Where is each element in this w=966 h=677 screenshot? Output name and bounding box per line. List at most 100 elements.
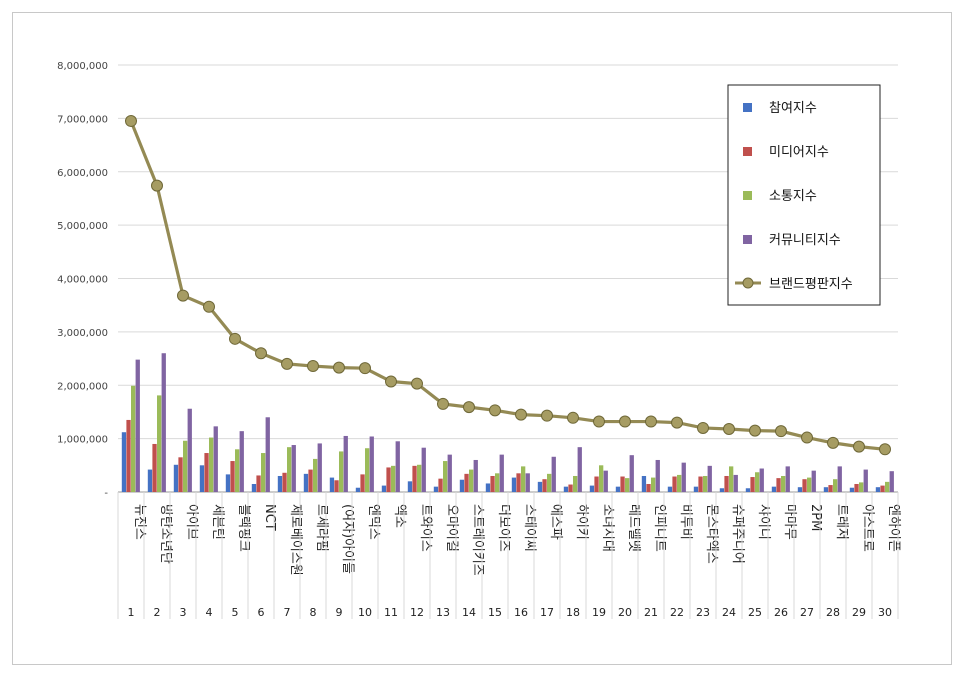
bar	[729, 466, 734, 492]
bar	[391, 465, 396, 492]
rank-label: 29	[852, 606, 866, 619]
rank-label: 15	[488, 606, 502, 619]
bar	[421, 447, 426, 492]
line-point	[203, 300, 215, 313]
legend-label: 소통지수	[769, 189, 817, 204]
bar	[797, 487, 803, 492]
bar	[147, 469, 153, 492]
category-label: 아스트로	[860, 504, 875, 552]
bar	[230, 461, 235, 492]
bar	[317, 443, 322, 492]
line-point	[671, 416, 683, 429]
bar	[178, 457, 183, 492]
bar	[629, 455, 634, 492]
bar	[183, 440, 188, 492]
rank-label: 12	[410, 606, 424, 619]
category-label: 스트레이키즈	[470, 504, 485, 576]
category-label: 슈퍼주니어	[730, 504, 745, 564]
category-label: 에스파	[548, 504, 563, 540]
bar	[235, 449, 240, 492]
rank-label: 30	[878, 606, 892, 619]
bar	[417, 464, 422, 492]
bar	[360, 474, 365, 492]
bar	[438, 478, 443, 492]
y-tick-label: 8,000,000	[57, 61, 108, 72]
bar	[537, 481, 543, 492]
category-label: 더보이즈	[496, 504, 511, 552]
rank-label: 4	[206, 606, 213, 619]
bar	[833, 479, 838, 492]
legend-label: 커뮤니티지수	[769, 233, 841, 248]
line-point	[437, 397, 449, 410]
bar	[495, 473, 500, 492]
line-point	[645, 415, 657, 428]
category-label: NCT	[262, 504, 277, 531]
bar	[251, 483, 257, 492]
bar	[407, 481, 413, 492]
rank-label: 8	[310, 606, 317, 619]
line-point	[359, 362, 371, 375]
bar	[209, 437, 214, 492]
legend-swatch	[743, 147, 752, 156]
line-point	[333, 361, 345, 374]
line-point	[307, 360, 319, 373]
bar	[303, 473, 309, 492]
bar	[811, 470, 816, 492]
y-tick-label: 3,000,000	[57, 328, 108, 339]
bar	[291, 445, 296, 492]
category-label: 아이브	[184, 504, 199, 540]
line-point	[151, 179, 163, 192]
bar	[386, 467, 391, 492]
bar	[568, 484, 573, 492]
category-label: 엔믹스	[366, 504, 381, 540]
bar	[225, 474, 231, 492]
rank-label: 19	[592, 606, 606, 619]
bar	[459, 479, 465, 492]
bar	[433, 486, 439, 492]
bar	[521, 466, 526, 492]
bar	[880, 485, 885, 492]
rank-label: 5	[232, 606, 239, 619]
line-point	[541, 409, 553, 422]
y-axis: - 1,000,000 2,000,000 3,000,000 4,000,000 5,0…	[57, 61, 108, 499]
line-point	[801, 431, 813, 444]
bar	[525, 473, 530, 492]
line-point	[411, 377, 423, 390]
rank-label: 26	[774, 606, 788, 619]
bar	[516, 473, 521, 492]
category-label: 트레저	[834, 504, 849, 540]
rank-label: 6	[258, 606, 265, 619]
bar	[823, 487, 829, 492]
rank-label: 10	[358, 606, 372, 619]
bar	[859, 482, 864, 492]
bar	[343, 435, 348, 492]
bar	[837, 466, 842, 492]
bar	[719, 488, 725, 492]
bar	[733, 474, 738, 492]
bar	[759, 468, 764, 492]
bar	[854, 483, 859, 492]
bar	[265, 417, 270, 492]
bar	[447, 454, 452, 492]
category-label: 인피니트	[652, 504, 667, 552]
legend-swatch	[743, 235, 752, 244]
category-label: 뉴진스	[132, 504, 147, 540]
rank-label: 22	[670, 606, 684, 619]
rank-label: 2	[154, 606, 161, 619]
bar	[828, 485, 833, 492]
category-label: 2PM	[808, 504, 823, 531]
rank-label: 25	[748, 606, 762, 619]
bar	[655, 459, 660, 492]
bar	[135, 359, 140, 492]
bar	[807, 477, 812, 492]
bar	[551, 456, 556, 492]
bar	[126, 419, 131, 492]
line-point	[255, 347, 267, 360]
line-series-group	[125, 115, 891, 456]
bar-series-group	[121, 353, 894, 492]
bar	[599, 465, 604, 492]
bar	[204, 453, 209, 492]
rank-label: 7	[284, 606, 291, 619]
line-point	[697, 421, 709, 434]
